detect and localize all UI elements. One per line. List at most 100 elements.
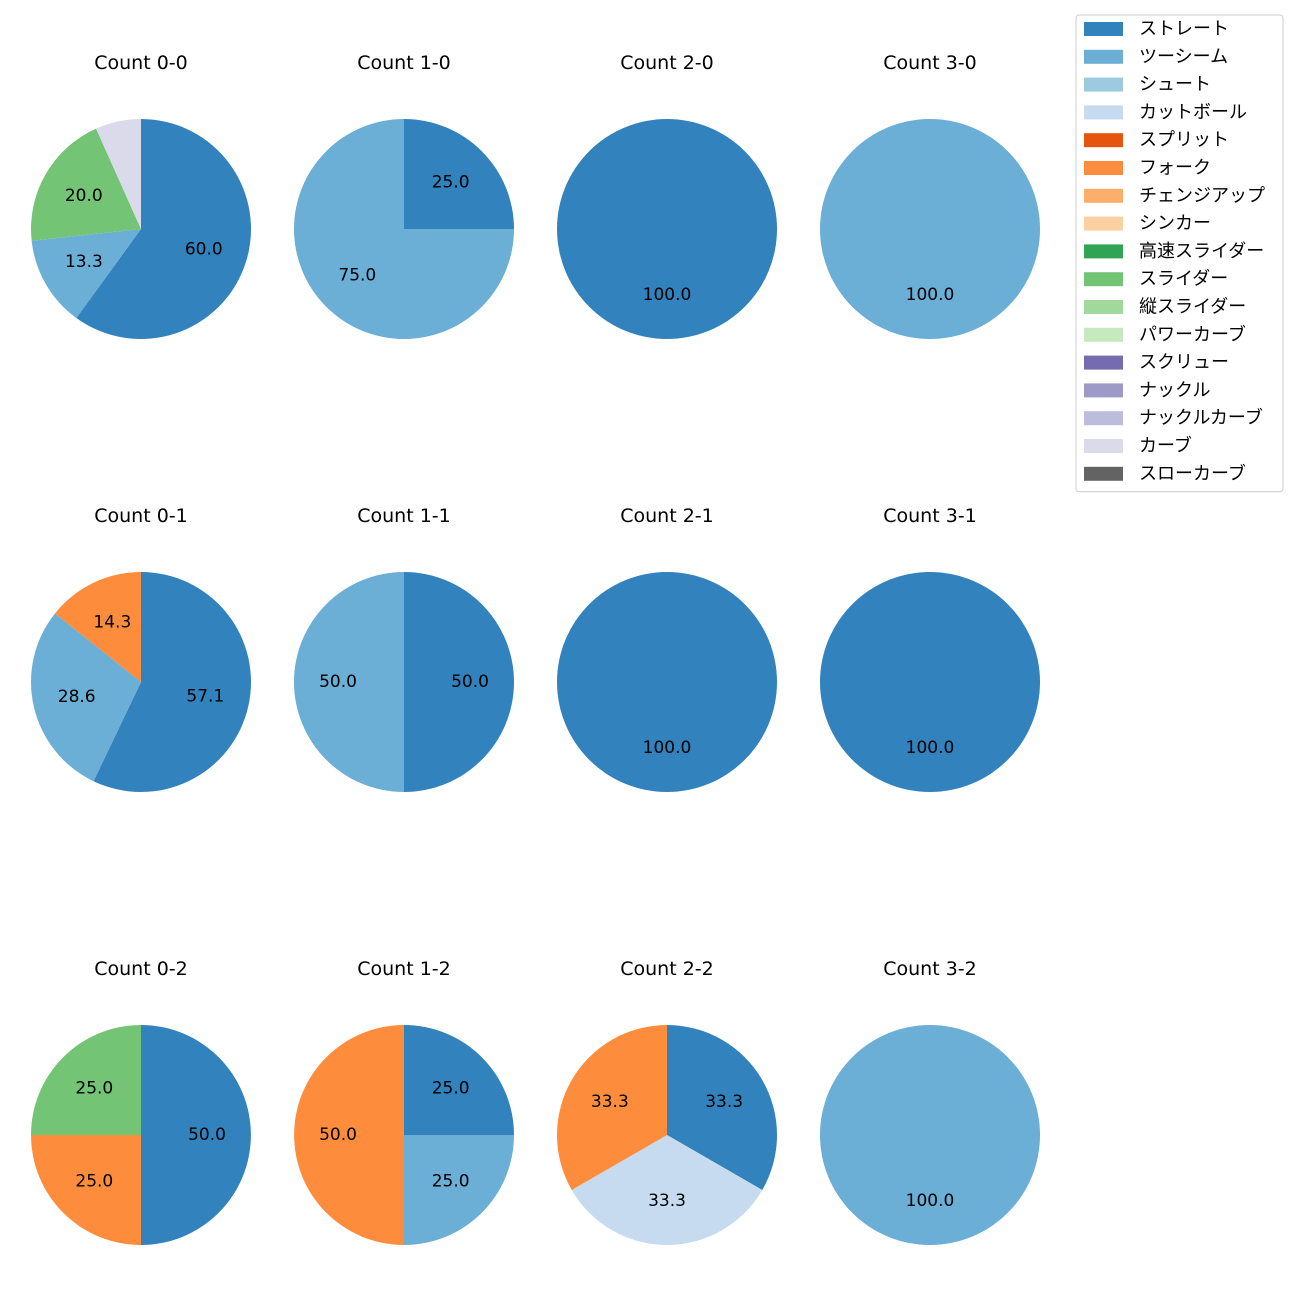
pie-slice bbox=[404, 119, 514, 229]
legend-item: 高速スライダー bbox=[1084, 241, 1264, 262]
pie-slice bbox=[31, 229, 142, 318]
slice-label: 50.0 bbox=[319, 1125, 357, 1145]
legend-swatch bbox=[1084, 383, 1123, 398]
legend-label: ストレート bbox=[1139, 19, 1229, 40]
slice-label: 25.0 bbox=[432, 172, 470, 192]
slice-label: 50.0 bbox=[188, 1125, 226, 1145]
legend-swatch bbox=[1084, 300, 1123, 314]
legend-item: カットボール bbox=[1084, 102, 1247, 123]
slice-label: 100.0 bbox=[906, 285, 955, 305]
pie-4: Count 3-0 100.0 bbox=[820, 52, 1040, 339]
legend-item: シンカー bbox=[1084, 213, 1211, 234]
legend-label: カットボール bbox=[1139, 102, 1247, 123]
pie-slice bbox=[557, 1025, 667, 1190]
pie-slice bbox=[141, 1025, 251, 1245]
slice-label: 57.1 bbox=[186, 687, 224, 707]
slice-label: 75.0 bbox=[338, 266, 376, 286]
legend-swatch bbox=[1084, 439, 1123, 453]
pie-2: Count 1-0 25.0 75.0 bbox=[294, 52, 514, 339]
slice-label: 25.0 bbox=[75, 1078, 113, 1098]
legend-item: カーブ bbox=[1084, 435, 1192, 457]
pie-title: Count 2-1 bbox=[620, 505, 714, 527]
legend-label: カーブ bbox=[1139, 435, 1192, 457]
legend-swatch bbox=[1084, 133, 1123, 148]
pie-slice bbox=[404, 572, 514, 792]
pie-slice bbox=[294, 572, 404, 792]
legend-swatch bbox=[1084, 49, 1123, 64]
slice-label: 25.0 bbox=[432, 1078, 470, 1098]
pie-title: Count 1-0 bbox=[357, 52, 451, 74]
legend-item: ツーシーム bbox=[1084, 46, 1228, 67]
legend-swatch bbox=[1084, 355, 1123, 370]
pie-slice bbox=[31, 128, 141, 241]
legend-label: パワーカーブ bbox=[1139, 323, 1246, 345]
pie-8: Count 3-1 100.0 bbox=[820, 505, 1040, 792]
slice-label: 100.0 bbox=[906, 738, 955, 758]
legend-label: スプリット bbox=[1139, 130, 1229, 151]
pie-11: Count 2-2 33.3 33.3 33.3 bbox=[557, 958, 777, 1245]
pie-slice bbox=[294, 1025, 404, 1245]
legend-swatch bbox=[1084, 327, 1123, 342]
legend-label: ツーシーム bbox=[1139, 46, 1228, 67]
slice-label: 14.3 bbox=[93, 613, 131, 633]
legend-item: チェンジアップ bbox=[1084, 185, 1265, 206]
legend-label: 高速スライダー bbox=[1139, 241, 1264, 262]
legend-label: チェンジアップ bbox=[1139, 185, 1265, 206]
legend-label: 縦スライダー bbox=[1139, 297, 1246, 318]
pie-title: Count 3-1 bbox=[883, 505, 977, 527]
pie-10: Count 1-2 25.0 25.0 50.0 bbox=[294, 958, 514, 1245]
slice-label: 50.0 bbox=[319, 672, 357, 692]
legend-swatch bbox=[1084, 105, 1123, 120]
legend-item: ナックルカーブ bbox=[1084, 407, 1263, 429]
pie-title: Count 0-0 bbox=[94, 52, 188, 74]
pie-slice bbox=[294, 119, 514, 339]
legend-frame bbox=[1075, 14, 1284, 493]
pie-slice bbox=[93, 571, 252, 792]
slice-label: 33.3 bbox=[648, 1191, 686, 1211]
legend-swatch bbox=[1084, 411, 1123, 426]
pie-title: Count 3-0 bbox=[883, 52, 977, 74]
legend: ストレートツーシームシュートカットボールスプリットフォークチェンジアップシンカー… bbox=[1075, 14, 1284, 493]
pie-slice bbox=[54, 572, 141, 682]
pie-title: Count 2-0 bbox=[620, 52, 714, 74]
pie-slice bbox=[557, 119, 777, 339]
legend-label: シンカー bbox=[1139, 213, 1211, 234]
legend-swatch bbox=[1084, 466, 1123, 481]
pie-title: Count 3-2 bbox=[883, 958, 977, 980]
pie-1: Count 0-0 60.0 13.3 20.0 bbox=[31, 52, 251, 339]
pie-12: Count 3-2 100.0 bbox=[820, 958, 1040, 1245]
legend-item: スローカーブ bbox=[1084, 462, 1246, 484]
slice-label: 100.0 bbox=[643, 285, 692, 305]
pie-title: Count 1-2 bbox=[357, 958, 451, 980]
legend-label: スライダー bbox=[1139, 269, 1228, 290]
legend-swatch bbox=[1084, 244, 1123, 259]
legend-item: スライダー bbox=[1084, 269, 1228, 290]
legend-item: フォーク bbox=[1084, 158, 1211, 179]
legend-item: ストレート bbox=[1084, 19, 1229, 40]
pie-5: Count 0-1 57.1 28.6 14.3 bbox=[31, 505, 252, 792]
pie-slice bbox=[820, 119, 1040, 339]
legend-label: ナックル bbox=[1139, 380, 1210, 401]
legend-item: ナックル bbox=[1084, 380, 1210, 401]
slice-label: 25.0 bbox=[75, 1172, 113, 1192]
pie-title: Count 2-2 bbox=[620, 958, 714, 980]
pie-slice bbox=[557, 572, 777, 792]
legend-swatch bbox=[1084, 161, 1123, 175]
legend-item: パワーカーブ bbox=[1084, 323, 1246, 345]
pie-slice bbox=[31, 1135, 141, 1245]
legend-label: スクリュー bbox=[1139, 352, 1229, 373]
legend-swatch bbox=[1084, 22, 1123, 36]
pie-slice bbox=[96, 119, 141, 229]
slice-label: 33.3 bbox=[705, 1092, 743, 1112]
slice-label: 60.0 bbox=[185, 239, 223, 259]
legend-item: 縦スライダー bbox=[1084, 297, 1246, 318]
legend-swatch bbox=[1084, 272, 1123, 287]
slice-label: 100.0 bbox=[906, 1191, 955, 1211]
slice-label: 20.0 bbox=[65, 186, 103, 206]
legend-item: シュート bbox=[1084, 74, 1211, 95]
legend-label: フォーク bbox=[1139, 158, 1211, 179]
legend-swatch bbox=[1084, 216, 1123, 231]
pie-title: Count 0-2 bbox=[94, 958, 188, 980]
